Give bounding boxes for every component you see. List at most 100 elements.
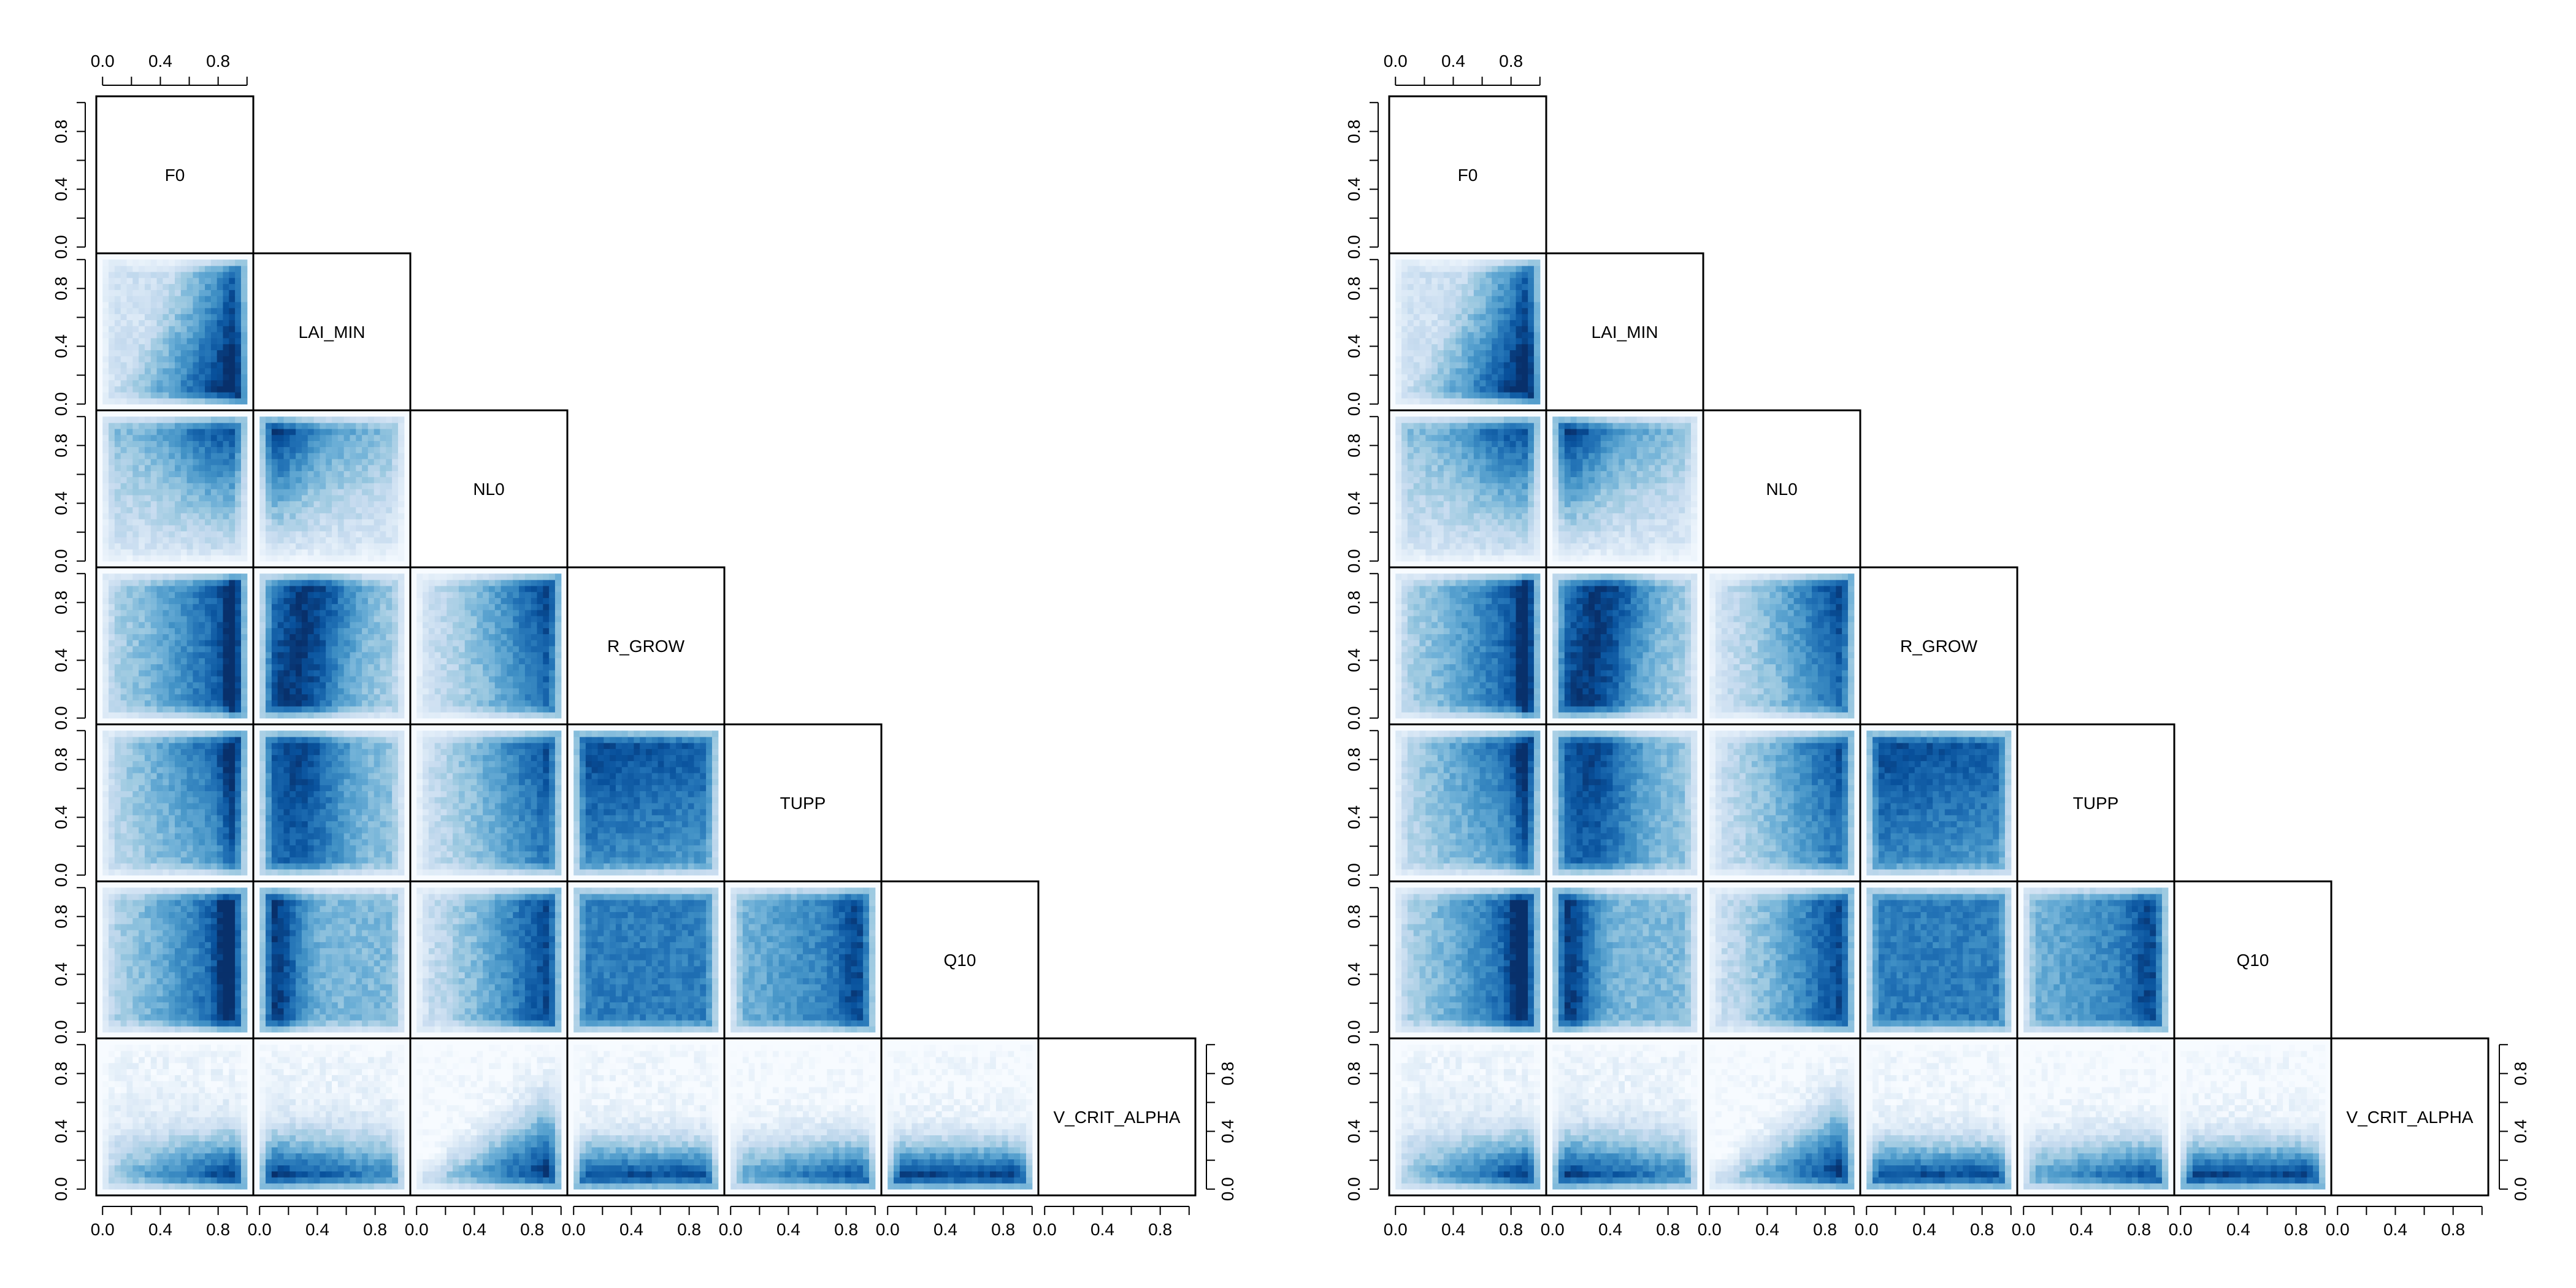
top-tick-label: 0.0 xyxy=(1384,52,1408,71)
density-cell-V_CRIT_ALPHA-vs-LAI_MIN xyxy=(1545,1037,1704,1197)
x-tick-label: 0.0 xyxy=(2012,1220,2036,1239)
right-tick-label: 0.8 xyxy=(1218,1062,1237,1086)
x-tick-label: 0.4 xyxy=(2226,1220,2250,1239)
x-tick-label: 0.8 xyxy=(2284,1220,2308,1239)
y-tick-label: 0.8 xyxy=(52,434,71,458)
y-tick-label: 0.0 xyxy=(1344,863,1363,887)
density-cell-NL0-vs-LAI_MIN xyxy=(1545,409,1704,569)
diagonal-cell-NL0 xyxy=(409,409,569,569)
variable-label-Q10: Q10 xyxy=(2237,951,2269,970)
y-tick-label: 0.4 xyxy=(52,177,71,201)
density-cell-NL0-vs-F0 xyxy=(95,409,255,569)
y-tick-label: 0.0 xyxy=(52,706,71,730)
x-tick-label: 0.8 xyxy=(991,1220,1015,1239)
y-tick-label: 0.8 xyxy=(52,748,71,772)
diagonal-cell-NL0 xyxy=(1702,409,1861,569)
y-tick-label: 0.4 xyxy=(1344,1119,1363,1143)
density-cell-R_GROW-vs-LAI_MIN xyxy=(252,566,412,726)
x-tick-label: 0.4 xyxy=(462,1220,486,1239)
x-tick-label: 0.0 xyxy=(1855,1220,1879,1239)
x-tick-label: 0.0 xyxy=(876,1220,900,1239)
density-cell-LAI_MIN-vs-F0 xyxy=(1388,252,1547,412)
x-tick-label: 0.8 xyxy=(677,1220,701,1239)
variable-label-F0: F0 xyxy=(1458,166,1478,185)
y-tick-label: 0.8 xyxy=(1344,434,1363,458)
density-cell-Q10-vs-F0 xyxy=(1388,880,1547,1040)
y-tick-label: 0.8 xyxy=(52,591,71,615)
density-cell-TUPP-vs-F0 xyxy=(95,723,255,883)
x-tick-label: 0.0 xyxy=(2169,1220,2193,1239)
x-tick-label: 0.8 xyxy=(1148,1220,1172,1239)
variable-label-F0: F0 xyxy=(165,166,185,185)
y-tick-label: 0.8 xyxy=(52,277,71,301)
density-cell-TUPP-vs-R_GROW xyxy=(1859,723,2018,883)
variable-label-V_CRIT_ALPHA: V_CRIT_ALPHA xyxy=(2347,1108,2474,1127)
density-cell-R_GROW-vs-F0 xyxy=(95,566,255,726)
y-tick-label: 0.8 xyxy=(1344,1062,1363,1086)
x-tick-label: 0.4 xyxy=(148,1220,172,1239)
variable-label-R_GROW: R_GROW xyxy=(1900,637,1978,656)
density-cell-TUPP-vs-LAI_MIN xyxy=(1545,723,1704,883)
variable-label-R_GROW: R_GROW xyxy=(607,637,685,656)
diagonal-cell-R_GROW xyxy=(1859,566,2018,726)
x-tick-label: 0.8 xyxy=(1813,1220,1837,1239)
y-tick-label: 0.8 xyxy=(1344,905,1363,929)
y-tick-label: 0.0 xyxy=(1344,549,1363,573)
x-tick-label: 0.8 xyxy=(2127,1220,2151,1239)
x-tick-label: 0.4 xyxy=(1091,1220,1114,1239)
x-tick-label: 0.8 xyxy=(834,1220,858,1239)
density-cell-V_CRIT_ALPHA-vs-TUPP xyxy=(723,1037,883,1197)
diagonal-cell-R_GROW xyxy=(566,566,726,726)
density-cell-V_CRIT_ALPHA-vs-F0 xyxy=(95,1037,255,1197)
x-tick-label: 0.0 xyxy=(248,1220,272,1239)
diagonal-cell-Q10 xyxy=(880,880,1040,1040)
y-tick-label: 0.4 xyxy=(52,805,71,829)
y-tick-label: 0.4 xyxy=(1344,805,1363,829)
x-tick-label: 0.4 xyxy=(933,1220,957,1239)
density-cell-NL0-vs-F0 xyxy=(1388,409,1547,569)
x-tick-label: 0.0 xyxy=(719,1220,743,1239)
density-cell-V_CRIT_ALPHA-vs-NL0 xyxy=(409,1037,569,1197)
x-tick-label: 0.4 xyxy=(2383,1220,2407,1239)
x-tick-label: 0.0 xyxy=(1033,1220,1057,1239)
y-tick-label: 0.4 xyxy=(1344,648,1363,672)
density-cell-R_GROW-vs-F0 xyxy=(1388,566,1547,726)
x-tick-label: 0.0 xyxy=(91,1220,115,1239)
y-tick-label: 0.8 xyxy=(52,120,71,144)
y-tick-label: 0.4 xyxy=(52,491,71,515)
diagonal-cell-F0 xyxy=(95,95,255,255)
variable-label-Q10: Q10 xyxy=(944,951,976,970)
diagonal-cell-V_CRIT_ALPHA xyxy=(2330,1037,2490,1197)
y-tick-label: 0.0 xyxy=(1344,392,1363,416)
variable-label-TUPP: TUPP xyxy=(2073,794,2119,813)
right-tick-label: 0.0 xyxy=(1218,1177,1237,1201)
density-cell-R_GROW-vs-NL0 xyxy=(1702,566,1861,726)
density-cell-V_CRIT_ALPHA-vs-Q10 xyxy=(2173,1037,2333,1197)
y-tick-label: 0.8 xyxy=(1344,591,1363,615)
right-tick-label: 0.4 xyxy=(2511,1119,2530,1143)
density-cell-Q10-vs-F0 xyxy=(95,880,255,1040)
y-tick-label: 0.4 xyxy=(1344,334,1363,358)
y-tick-label: 0.4 xyxy=(1344,491,1363,515)
density-cell-Q10-vs-NL0 xyxy=(1702,880,1861,1040)
x-tick-label: 0.4 xyxy=(1755,1220,1779,1239)
density-cell-Q10-vs-TUPP xyxy=(723,880,883,1040)
diagonal-cell-TUPP xyxy=(2016,723,2175,883)
top-tick-label: 0.8 xyxy=(206,52,230,71)
density-cell-Q10-vs-LAI_MIN xyxy=(1545,880,1704,1040)
density-cell-R_GROW-vs-LAI_MIN xyxy=(1545,566,1704,726)
density-cell-TUPP-vs-LAI_MIN xyxy=(252,723,412,883)
density-cell-Q10-vs-LAI_MIN xyxy=(252,880,412,1040)
diagonal-cell-TUPP xyxy=(723,723,883,883)
density-cell-V_CRIT_ALPHA-vs-TUPP xyxy=(2016,1037,2175,1197)
diagonal-cell-LAI_MIN xyxy=(252,252,412,412)
density-cell-V_CRIT_ALPHA-vs-F0 xyxy=(1388,1037,1547,1197)
right-tick-label: 0.8 xyxy=(2511,1062,2530,1086)
x-tick-label: 0.8 xyxy=(363,1220,387,1239)
y-tick-label: 0.0 xyxy=(52,235,71,259)
pairs-panel-1: F0 LAI_MIN NL0 R_GROW TUPP Q10 V_CRIT_ALPHA 0.0… xyxy=(52,52,1237,1239)
variable-label-V_CRIT_ALPHA: V_CRIT_ALPHA xyxy=(1054,1108,1181,1127)
top-tick-label: 0.0 xyxy=(91,52,115,71)
density-cell-V_CRIT_ALPHA-vs-Q10 xyxy=(880,1037,1040,1197)
